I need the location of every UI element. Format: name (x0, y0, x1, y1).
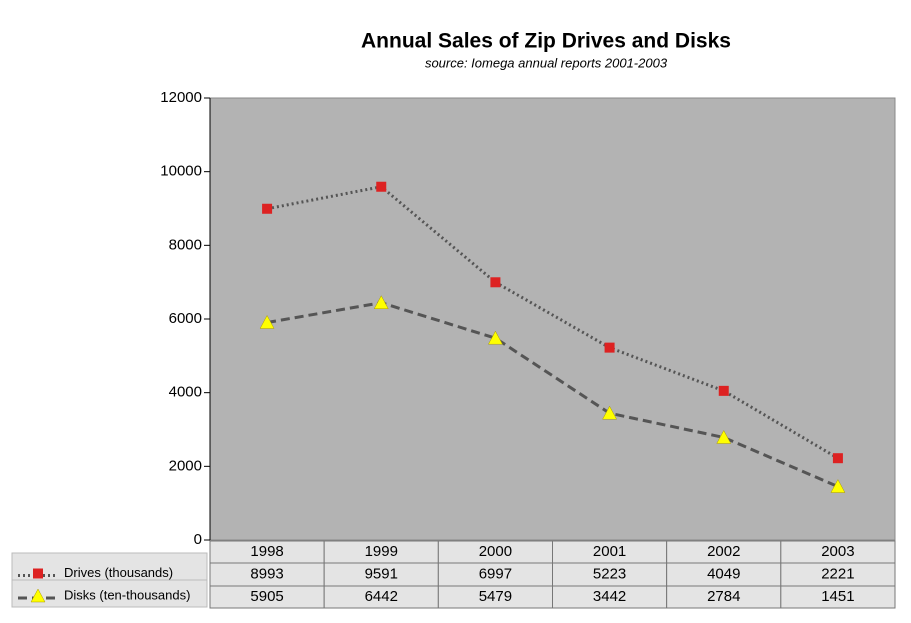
marker (716, 429, 732, 444)
table-value: 1451 (821, 588, 854, 605)
legend-label: Drives (thousands) (64, 565, 173, 580)
table-value: 5905 (250, 588, 283, 605)
table-cell (780, 585, 896, 609)
series-line (266, 301, 839, 488)
table-value: 3442 (593, 588, 626, 605)
chart-subtitle: source: Iomega annual reports 2001-2003 (425, 55, 668, 70)
series-line (266, 185, 839, 460)
table-header: 2003 (821, 543, 854, 560)
table-header: 1998 (250, 543, 283, 560)
marker (487, 330, 503, 345)
y-tick-label: 12000 (160, 89, 202, 106)
table-value: 6442 (365, 588, 398, 605)
y-tick-label: 8000 (169, 236, 202, 253)
marker (718, 385, 729, 396)
marker (602, 405, 618, 420)
table-value: 2221 (821, 565, 854, 582)
table-value: 2784 (707, 588, 740, 605)
y-tick-label: 6000 (169, 310, 202, 327)
table-value: 5479 (479, 588, 512, 605)
marker (30, 588, 46, 603)
chart-title: Annual Sales of Zip Drives and Disks (361, 30, 731, 53)
table-value: 4049 (707, 565, 740, 582)
table-header: 2002 (707, 543, 740, 560)
marker (262, 203, 273, 214)
table-value: 6997 (479, 565, 512, 582)
table-header: 2001 (593, 543, 626, 560)
table-value: 9591 (365, 565, 398, 582)
table-value: 5223 (593, 565, 626, 582)
marker (832, 453, 843, 464)
table-value: 8993 (250, 565, 283, 582)
marker (376, 181, 387, 192)
marker (373, 295, 389, 309)
marker (259, 314, 275, 329)
y-tick-label: 2000 (169, 457, 202, 474)
table-header: 2000 (479, 543, 512, 560)
plot-area (209, 97, 896, 541)
marker (604, 342, 615, 353)
marker (830, 479, 846, 493)
marker (490, 277, 501, 288)
legend-cell (11, 579, 208, 608)
table-header: 1999 (365, 543, 398, 560)
marker (33, 568, 43, 579)
y-tick-label: 0 (194, 531, 202, 548)
y-tick-label: 10000 (160, 163, 202, 180)
legend-label: Disks (ten-thousands) (64, 587, 190, 602)
y-tick-label: 4000 (169, 384, 202, 401)
